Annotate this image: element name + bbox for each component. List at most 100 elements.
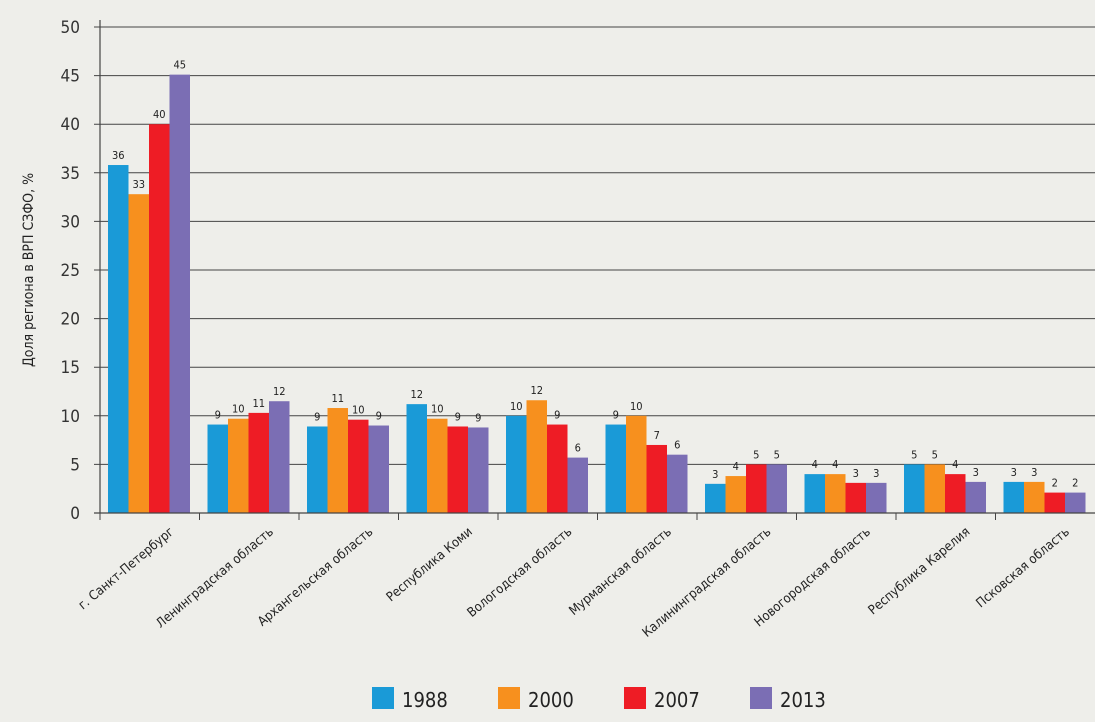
data-label: 5 [753, 448, 759, 461]
bar-2007 [845, 482, 866, 513]
y-tick-label: 20 [61, 310, 80, 330]
data-label: 5 [774, 448, 780, 461]
bar-2007 [945, 474, 966, 513]
legend-swatch-2013 [750, 687, 772, 709]
data-label: 3 [853, 467, 859, 480]
bar-1988 [904, 464, 925, 513]
data-label: 6 [575, 442, 581, 455]
data-label: 12 [273, 385, 286, 398]
data-label: 9 [613, 409, 619, 422]
data-label: 3 [873, 467, 879, 480]
bar-2007 [646, 444, 667, 513]
data-label: 3 [1011, 466, 1017, 479]
y-tick-label: 45 [61, 67, 80, 87]
x-category-label: Республика Карелия [866, 525, 973, 619]
bar-2000 [128, 194, 149, 513]
bar-2013 [766, 464, 787, 513]
data-label: 10 [232, 403, 245, 416]
bar-2013 [169, 74, 190, 514]
bar-2007 [746, 464, 767, 513]
y-tick-label: 50 [61, 18, 80, 38]
bar-2007 [149, 124, 170, 513]
bar-2007 [348, 419, 369, 513]
bar-2000 [626, 415, 647, 513]
y-tick-label: 40 [61, 115, 80, 135]
bar-1988 [406, 404, 427, 513]
bar-2000 [526, 400, 547, 513]
data-label: 2 [1052, 477, 1058, 490]
y-tick-label: 25 [61, 261, 80, 281]
data-label: 11 [252, 397, 265, 410]
data-label: 3 [712, 468, 718, 481]
data-label: 6 [674, 439, 680, 452]
data-label: 12 [410, 388, 423, 401]
data-label: 10 [431, 403, 444, 416]
y-tick-label: 35 [61, 164, 80, 184]
legend-label: 2000 [528, 688, 574, 712]
data-label: 4 [812, 458, 818, 471]
data-label: 45 [173, 59, 186, 72]
y-tick-label: 5 [70, 455, 80, 475]
bar-2013 [567, 457, 588, 513]
data-label: 5 [911, 448, 917, 461]
bar-2000 [1024, 481, 1045, 513]
data-label: 9 [554, 409, 560, 422]
y-tick-label: 15 [61, 358, 80, 378]
bar-2007 [447, 426, 468, 513]
data-label: 9 [215, 409, 221, 422]
data-label: 33 [132, 178, 145, 191]
y-tick-label: 0 [70, 504, 80, 524]
data-label: 11 [331, 392, 344, 405]
x-category-label: г. Санкт-Петербург [76, 525, 177, 613]
bar-2007 [1044, 492, 1065, 513]
legend-swatch-2000 [498, 687, 520, 709]
bar-2013 [866, 482, 887, 513]
x-category-label: Архангельская область [255, 525, 376, 630]
bar-2013 [1065, 492, 1086, 513]
bar-1988 [108, 165, 129, 514]
bar-2013 [269, 401, 290, 513]
data-label: 9 [314, 410, 320, 423]
data-label: 5 [932, 448, 938, 461]
y-tick-label: 10 [61, 407, 80, 427]
bar-2000 [825, 474, 846, 513]
bar-2007 [248, 412, 269, 513]
bar-1988 [605, 424, 626, 513]
x-category-label: Республика Коми [384, 525, 476, 605]
data-label: 10 [510, 400, 523, 413]
data-label: 7 [654, 429, 660, 442]
bar-2013 [468, 427, 489, 513]
legend-label: 2007 [654, 688, 700, 712]
data-label: 10 [352, 404, 365, 417]
legend-label: 2013 [780, 688, 826, 712]
bar-2000 [725, 476, 746, 513]
bar-2013 [965, 481, 986, 513]
y-tick-label: 30 [61, 212, 80, 232]
data-label: 3 [1031, 466, 1037, 479]
data-label: 9 [455, 410, 461, 423]
data-label: 12 [530, 384, 543, 397]
data-label: 3 [973, 466, 979, 479]
bar-2000 [327, 408, 348, 513]
data-label: 9 [376, 410, 382, 423]
bar-2013 [667, 454, 688, 513]
bar-1988 [1003, 481, 1024, 513]
bar-2000 [924, 464, 945, 513]
bar-2000 [228, 418, 249, 513]
legend-swatch-1988 [372, 687, 394, 709]
y-axis-label: Доля региона в ВРП СЗФО, % [21, 173, 37, 367]
x-category-label: Псковская область [973, 525, 1072, 612]
data-label: 4 [832, 458, 838, 471]
data-label: 40 [153, 108, 166, 121]
bar-2013 [368, 425, 389, 513]
data-label: 10 [630, 400, 643, 413]
x-category-label: Вологодская область [465, 525, 576, 621]
data-label: 36 [112, 149, 125, 162]
legend-label: 1988 [402, 688, 448, 712]
bar-2007 [547, 424, 568, 513]
bar-1988 [307, 426, 328, 513]
data-label: 9 [475, 411, 481, 424]
data-label: 2 [1072, 477, 1078, 490]
